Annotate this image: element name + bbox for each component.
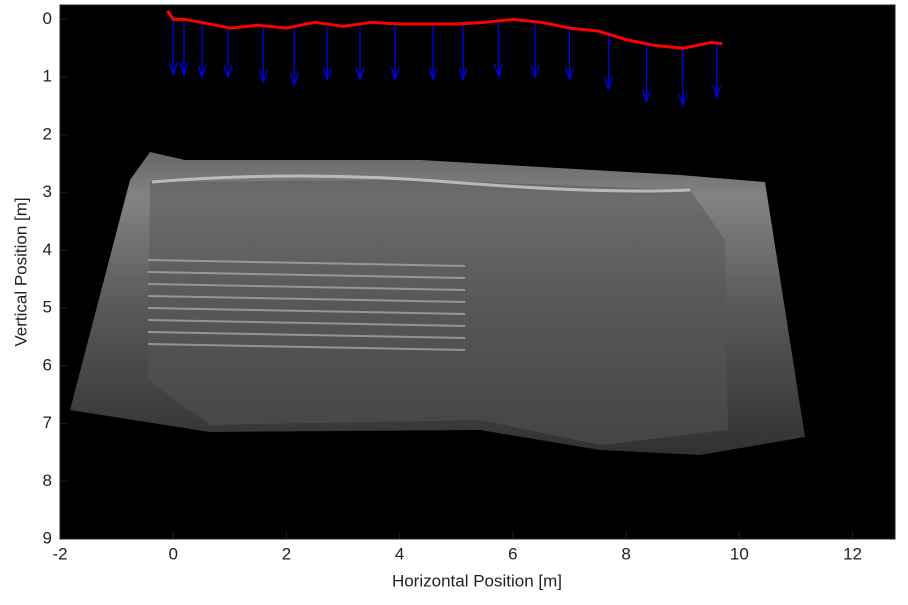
x-tick-label: 12 bbox=[843, 544, 862, 563]
y-tick-label: 7 bbox=[43, 413, 52, 432]
y-tick-label: 8 bbox=[43, 471, 52, 490]
x-tick-label: 10 bbox=[730, 544, 749, 563]
y-tick-label: 6 bbox=[43, 355, 52, 374]
x-tick-label: 8 bbox=[621, 544, 630, 563]
x-axis-label: Horizontal Position [m] bbox=[392, 571, 562, 590]
y-axis-label: Vertical Position [m] bbox=[11, 197, 30, 346]
y-tick-label: 4 bbox=[43, 240, 52, 259]
y-tick-label: 2 bbox=[43, 124, 52, 143]
x-tick-label: 0 bbox=[168, 544, 177, 563]
chart: Horizontal Position [m] Vertical Positio… bbox=[0, 0, 908, 600]
y-tick-label: 9 bbox=[43, 528, 52, 547]
x-tick-label: 6 bbox=[508, 544, 517, 563]
x-tick-label: -2 bbox=[52, 544, 67, 563]
y-tick-label: 1 bbox=[43, 67, 52, 86]
x-tick-label: 4 bbox=[395, 544, 404, 563]
y-tick-label: 3 bbox=[43, 182, 52, 201]
x-tick-label: 2 bbox=[282, 544, 291, 563]
y-tick-label: 0 bbox=[43, 9, 52, 28]
sonar-image bbox=[70, 152, 805, 455]
y-tick-label: 5 bbox=[43, 298, 52, 317]
